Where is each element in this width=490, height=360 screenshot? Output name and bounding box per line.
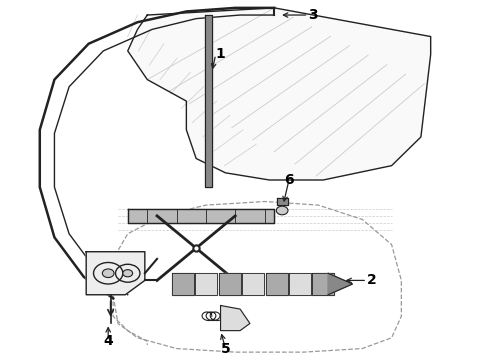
Text: 6: 6 [284, 173, 294, 187]
Circle shape [123, 270, 133, 277]
Polygon shape [266, 273, 288, 295]
Text: 1: 1 [216, 48, 225, 62]
Polygon shape [172, 273, 194, 295]
Polygon shape [313, 273, 334, 295]
Text: 5: 5 [220, 342, 230, 356]
Text: 4: 4 [103, 334, 113, 348]
Polygon shape [289, 273, 311, 295]
Polygon shape [86, 252, 145, 295]
Polygon shape [205, 15, 212, 187]
Polygon shape [242, 273, 264, 295]
Polygon shape [328, 273, 352, 295]
Polygon shape [128, 209, 274, 223]
Polygon shape [128, 8, 431, 180]
Polygon shape [219, 273, 241, 295]
Circle shape [102, 269, 114, 278]
Text: 3: 3 [309, 8, 318, 22]
Text: 2: 2 [367, 273, 377, 287]
Polygon shape [277, 198, 288, 205]
Polygon shape [220, 306, 250, 330]
Polygon shape [195, 273, 217, 295]
Circle shape [276, 206, 288, 215]
